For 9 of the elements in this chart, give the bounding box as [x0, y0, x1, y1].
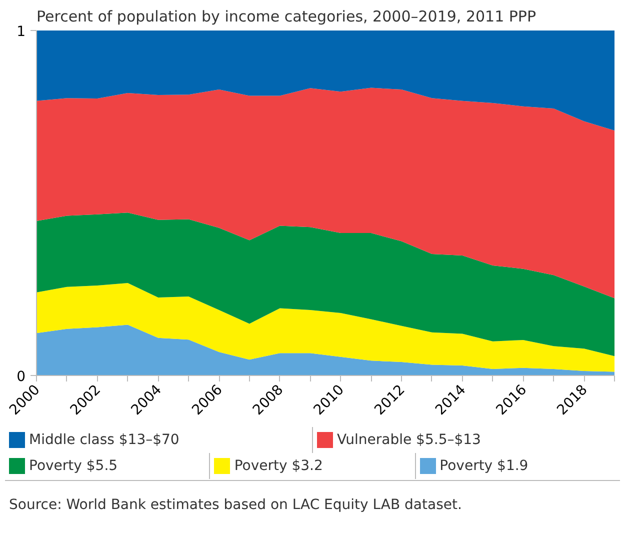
source-note: Source: World Bank estimates based on LAC Equity LAB dataset. [9, 496, 462, 515]
chart-title: Percent of population by income categories, 2000–2019, 2011 PPP [36, 8, 536, 26]
legend-label: Poverty $3.2 [234, 457, 323, 476]
y-tick-label: 1 [16, 24, 26, 40]
legend-label: Middle class $13–$70 [29, 431, 180, 450]
legend-label: Poverty $1.9 [440, 457, 528, 476]
legend-label: Vulnerable $5.5–$13 [337, 431, 481, 450]
y-tick-label: 0 [16, 369, 26, 385]
legend-label: Poverty $5.5 [29, 457, 118, 476]
